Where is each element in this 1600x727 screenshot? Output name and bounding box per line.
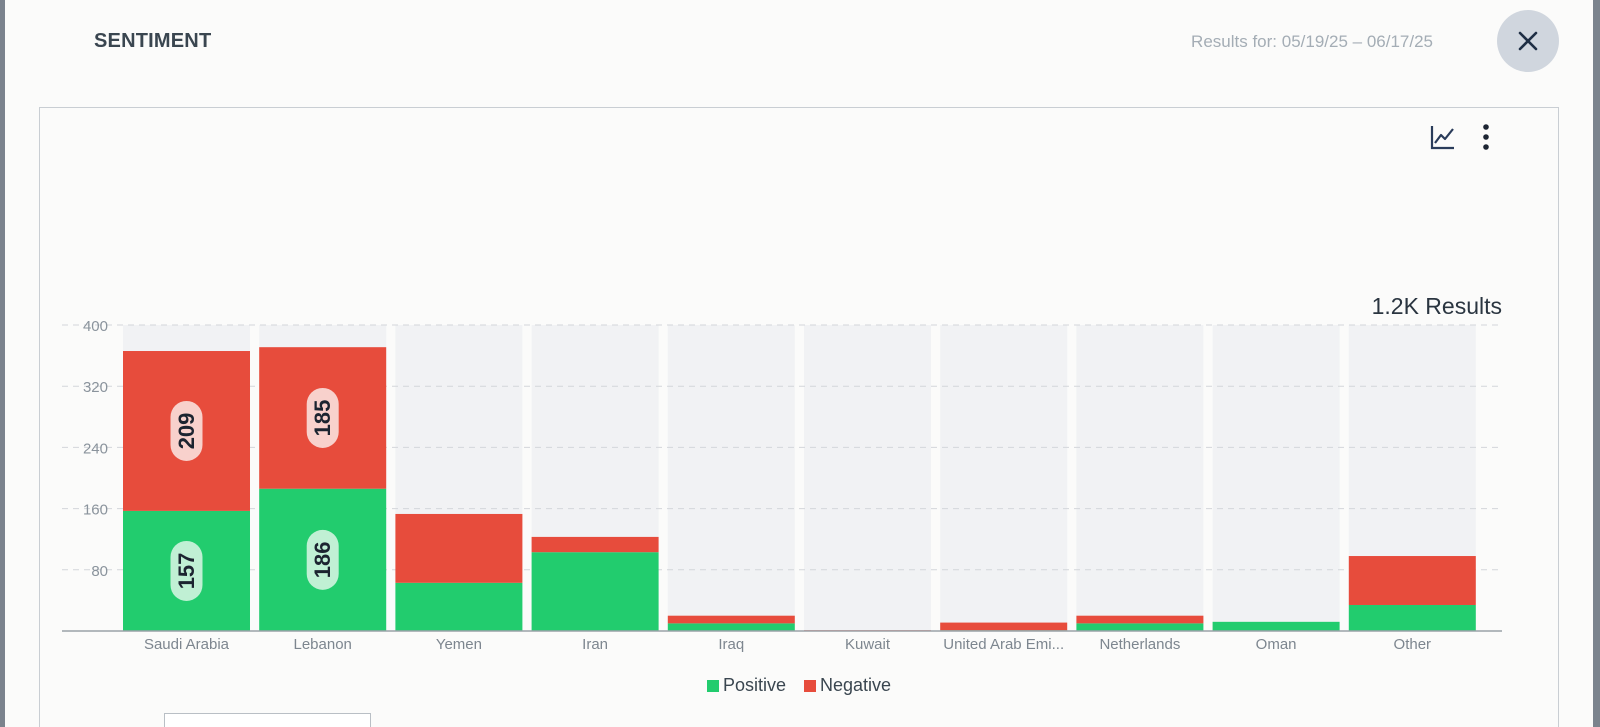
data-label: 157 [174, 553, 199, 590]
legend-label-positive: Positive [722, 675, 786, 695]
x-tick-label: United Arab Emi... [943, 636, 1064, 653]
bar-segment-positive[interactable] [531, 552, 659, 631]
bar-segment-positive[interactable] [667, 623, 795, 631]
bar-segment-negative[interactable] [667, 615, 795, 624]
bar-segment-negative[interactable] [940, 622, 1068, 631]
date-range-label: Results for: 05/19/25 – 06/17/25 [1191, 32, 1433, 51]
data-label-pill [306, 529, 339, 590]
x-tick-label: Other [1394, 636, 1432, 653]
bar-segment-positive[interactable] [1212, 621, 1340, 631]
bar-segment-negative[interactable] [395, 513, 523, 583]
bar-track [804, 325, 931, 631]
x-tick-label: Netherlands [1099, 636, 1180, 653]
legend-item-positive[interactable]: Positive [706, 675, 786, 696]
data-label: 185 [310, 400, 335, 437]
y-tick-label: 400 [83, 318, 108, 335]
data-label-pill [170, 540, 203, 601]
bar-segment-positive[interactable] [1348, 604, 1476, 631]
y-tick-label: 320 [83, 379, 108, 396]
chart-legend: Positive Negative [40, 675, 1558, 696]
data-label-pill [306, 387, 339, 448]
x-tick-label: Iraq [718, 636, 744, 653]
bar-segment-negative[interactable] [1348, 556, 1476, 605]
data-label: 186 [310, 541, 335, 578]
legend-swatch-negative [803, 679, 816, 692]
bar-segment-positive[interactable] [1076, 623, 1204, 631]
line-chart-icon [1430, 126, 1454, 150]
bar-segment-positive[interactable] [395, 582, 523, 631]
close-button[interactable] [1497, 10, 1559, 72]
x-tick-label: Saudi Arabia [144, 636, 230, 653]
modal-title: SENTIMENT [94, 30, 212, 52]
y-tick-label: 80 [91, 563, 108, 580]
legend-item-negative[interactable]: Negative [803, 675, 892, 696]
legend-label-negative: Negative [819, 675, 892, 695]
legend-swatch-positive [706, 679, 719, 692]
x-tick-label: Kuwait [845, 636, 891, 653]
data-label-pill [170, 400, 203, 461]
backdrop-left [0, 0, 5, 727]
close-icon [1518, 31, 1538, 51]
x-tick-label: Iran [582, 636, 608, 653]
more-options-button[interactable] [1481, 123, 1491, 156]
data-label: 209 [174, 413, 199, 450]
sentiment-modal: SENTIMENT Results for: 05/19/25 – 06/17/… [5, 0, 1593, 727]
bar-track [1076, 325, 1204, 631]
x-tick-label: Lebanon [293, 636, 351, 653]
backdrop-right [1593, 0, 1600, 727]
bar-segment-negative[interactable] [1076, 615, 1204, 624]
sentiment-bar-chart: 80 160 240 320 400 157 209 Saudi Arabia 186 185 Le… [62, 318, 1502, 653]
x-tick-label: Oman [1256, 636, 1297, 653]
bar-segment-negative[interactable] [531, 536, 659, 553]
chart-type-button[interactable] [1429, 123, 1457, 156]
chart-card: 1.2K Results 80 160 240 320 400 157 209 Saudi A… [39, 107, 1559, 727]
results-count: 1.2K Results [1371, 293, 1502, 319]
y-tick-label: 240 [83, 440, 108, 457]
y-tick-label: 160 [83, 502, 108, 519]
bottom-control[interactable] [164, 713, 371, 727]
bar-track [667, 325, 795, 631]
bar-track [1212, 325, 1340, 631]
bar-track [940, 325, 1068, 631]
x-tick-label: Yemen [436, 636, 482, 653]
vertical-dots-icon [1483, 124, 1489, 150]
